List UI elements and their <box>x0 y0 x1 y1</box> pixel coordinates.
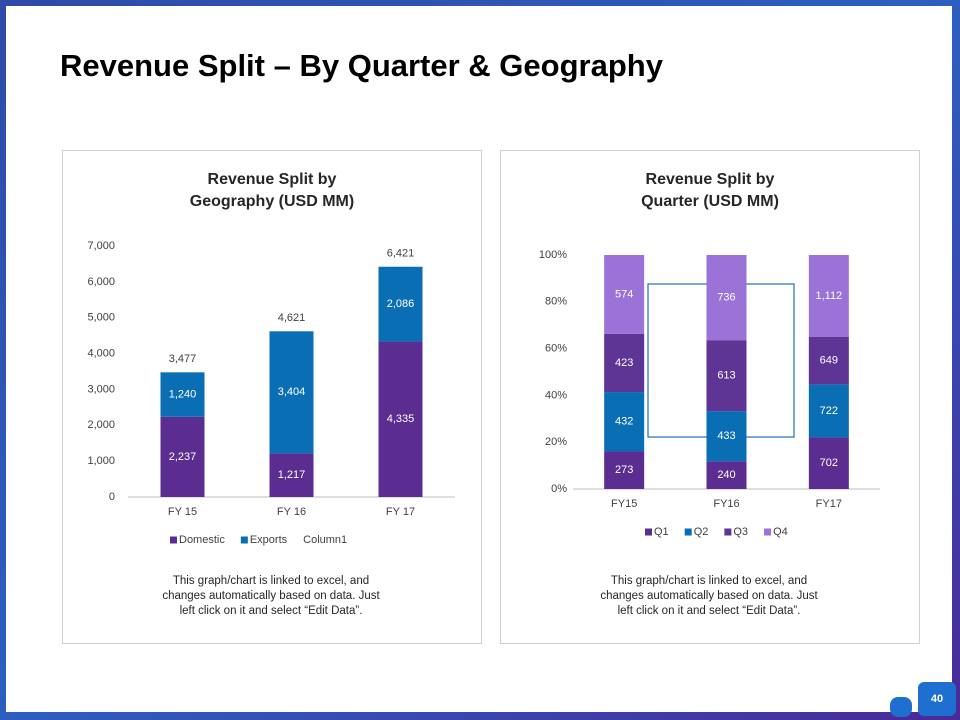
legend-label: Q4 <box>773 526 788 538</box>
note: changes automatically based on data. Jus… <box>162 590 380 602</box>
total-label: 4,621 <box>278 312 306 324</box>
bar-segment <box>808 336 849 385</box>
value-label: 2,086 <box>387 298 415 310</box>
bar-segment <box>808 437 849 489</box>
x-tick-label: FY17 <box>816 498 842 510</box>
note: left click on it and select “Edit Data”. <box>618 605 801 617</box>
bar-segment <box>706 255 747 341</box>
panel <box>500 150 920 644</box>
y-tick-label: 40% <box>545 389 567 401</box>
x-tick-label: FY16 <box>713 498 739 510</box>
note: changes automatically based on data. Jus… <box>600 590 818 602</box>
legend-label: Q2 <box>694 526 709 538</box>
x-tick-label: FY 15 <box>168 506 197 518</box>
y-tick-label: 6,000 <box>87 276 115 288</box>
y-tick-label: 7,000 <box>87 240 115 252</box>
value-label: 1,112 <box>815 290 842 302</box>
value-label: 240 <box>717 469 735 481</box>
bar-segment <box>604 451 645 489</box>
y-tick-label: 5,000 <box>87 312 115 324</box>
badge-bubble <box>890 697 912 717</box>
note: This graph/chart is linked to excel, and <box>611 575 807 587</box>
total-label: 3,477 <box>169 353 197 365</box>
y-tick-label: 20% <box>545 436 567 448</box>
bar-segment <box>604 392 645 452</box>
legend-label: Q1 <box>654 526 669 538</box>
bar-segment <box>378 341 423 497</box>
value-label: 613 <box>717 370 735 382</box>
value-label: 1,240 <box>169 388 197 400</box>
chart-title: Geography (USD MM) <box>190 193 354 210</box>
value-label: 273 <box>615 464 633 476</box>
bar-segment <box>706 461 747 489</box>
chart-title: Revenue Split by <box>208 171 337 188</box>
value-label: 702 <box>820 457 838 469</box>
y-tick-label: 0 <box>109 491 115 503</box>
bar-segment <box>808 255 849 337</box>
note: left click on it and select “Edit Data”. <box>180 605 363 617</box>
bar-segment <box>808 384 849 438</box>
chart-title: Quarter (USD MM) <box>641 193 779 210</box>
legend-label: Exports <box>250 534 288 546</box>
value-label: 736 <box>717 291 735 303</box>
y-tick-label: 2,000 <box>87 419 115 431</box>
y-tick-label: 80% <box>545 296 567 308</box>
legend-swatch <box>645 528 652 536</box>
legend-swatch <box>170 536 177 544</box>
x-tick-label: FY15 <box>611 498 637 510</box>
legend-swatch <box>764 528 772 536</box>
value-label: 432 <box>615 416 633 428</box>
bar-segment <box>604 333 645 393</box>
x-tick-label: FY 17 <box>386 506 415 518</box>
y-tick-label: 0% <box>551 483 567 495</box>
value-label: 649 <box>820 354 838 366</box>
value-label: 433 <box>717 430 735 442</box>
bar-segment <box>378 266 423 342</box>
bar-segment <box>269 453 314 497</box>
legend-swatch <box>240 536 248 544</box>
value-label: 722 <box>820 405 838 417</box>
y-tick-label: 100% <box>539 249 567 261</box>
page-badge <box>918 682 956 716</box>
legend-swatch <box>684 528 692 536</box>
chart-title: Revenue Split by <box>646 171 775 188</box>
y-tick-label: 60% <box>545 343 567 355</box>
legend-swatch <box>724 528 732 536</box>
bar-segment <box>160 372 205 417</box>
value-label: 3,404 <box>278 386 306 398</box>
panel <box>62 150 482 644</box>
bar-segment <box>160 416 205 497</box>
legend-label: Q3 <box>733 526 748 538</box>
x-tick-label: FY 16 <box>277 506 306 518</box>
note: This graph/chart is linked to excel, and <box>173 575 369 587</box>
bar-segment <box>269 331 314 454</box>
total-label: 6,421 <box>387 248 415 260</box>
legend-label: Column1 <box>303 534 347 546</box>
value-label: 1,217 <box>278 469 306 481</box>
slide-title: Revenue Split – By Quarter & Geography <box>60 48 664 83</box>
bar-segment <box>706 340 747 412</box>
page-number: 40 <box>931 693 943 705</box>
bar-segment <box>604 255 645 334</box>
y-tick-label: 3,000 <box>87 383 115 395</box>
value-label: 4,335 <box>387 413 415 425</box>
legend-label: Domestic <box>179 534 225 546</box>
value-label: 423 <box>615 357 633 369</box>
y-tick-label: 1,000 <box>87 455 115 467</box>
value-label: 574 <box>615 288 633 300</box>
bar-segment <box>706 411 747 462</box>
value-label: 2,237 <box>169 451 197 463</box>
y-tick-label: 4,000 <box>87 347 115 359</box>
